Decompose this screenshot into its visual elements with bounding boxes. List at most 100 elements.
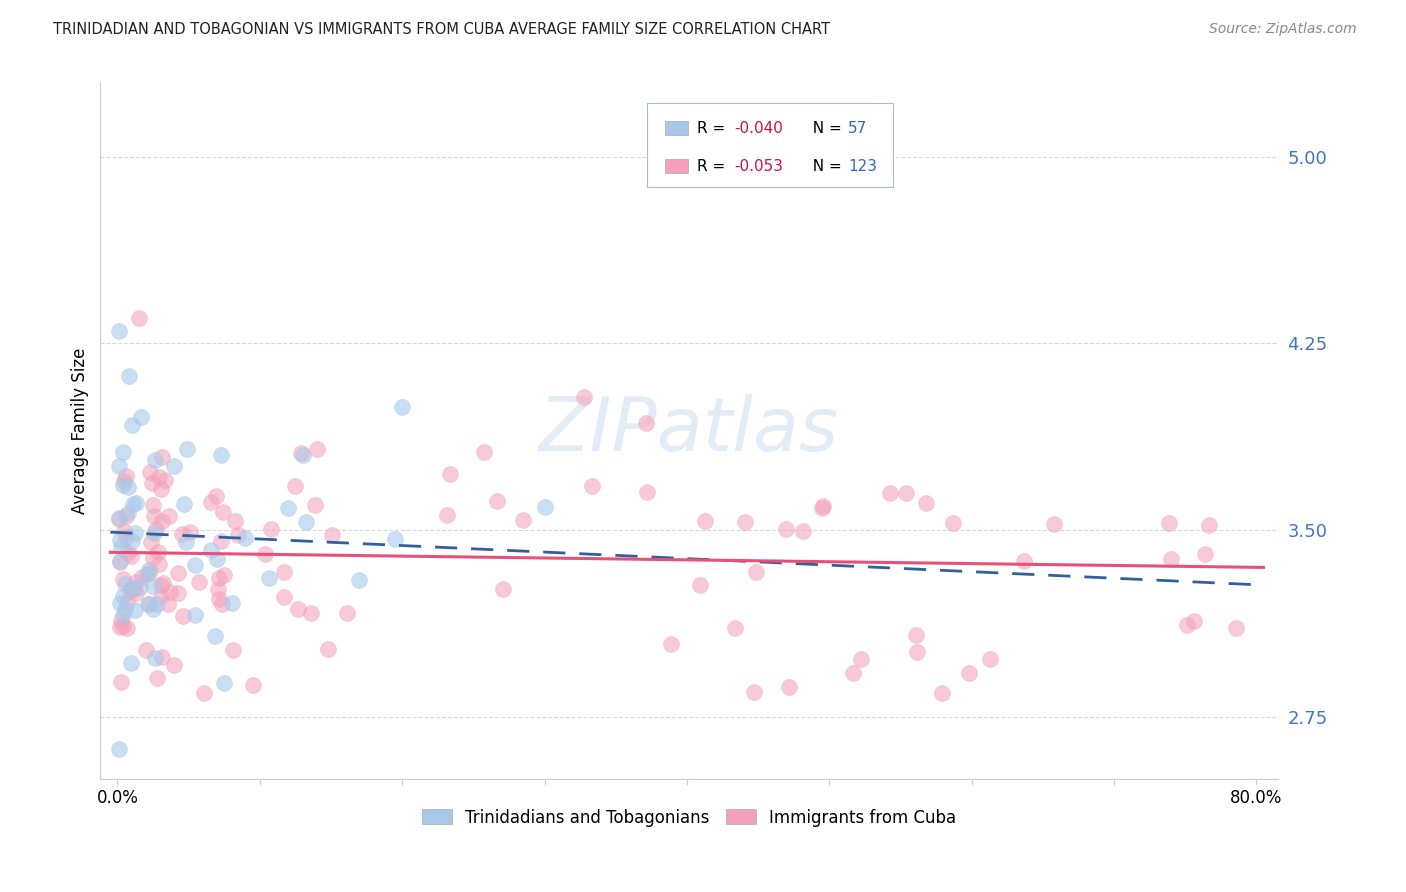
Point: [108, 533, 131, 547]
Point: [153, 473, 176, 487]
Point: [1157, 516, 1180, 530]
Point: [1043, 517, 1066, 532]
Point: [486, 493, 509, 508]
Point: [842, 665, 865, 680]
Point: [287, 601, 309, 615]
Text: N =: N =: [803, 159, 846, 174]
Point: [110, 675, 132, 690]
Point: [145, 522, 167, 536]
Point: [290, 446, 312, 460]
Point: [384, 532, 406, 546]
Point: [117, 480, 139, 494]
Point: [108, 596, 131, 610]
Point: [273, 590, 295, 604]
Y-axis label: Average Family Size: Average Family Size: [72, 347, 89, 514]
Point: [117, 595, 139, 609]
Point: [436, 508, 458, 522]
Point: [150, 649, 173, 664]
Point: [111, 572, 134, 586]
Point: [121, 533, 143, 548]
Point: [792, 524, 814, 538]
Point: [143, 508, 166, 523]
Point: [157, 509, 180, 524]
Point: [931, 686, 953, 700]
Point: [636, 417, 658, 431]
Point: [813, 499, 835, 513]
Point: [117, 546, 139, 560]
Point: [209, 533, 232, 548]
Point: [114, 577, 136, 591]
Point: [636, 485, 658, 500]
Point: [184, 607, 207, 622]
Point: [167, 585, 190, 599]
Point: [316, 642, 339, 657]
Point: [253, 547, 276, 561]
Point: [108, 512, 131, 526]
Point: [121, 581, 143, 595]
Point: [1160, 552, 1182, 566]
Point: [879, 485, 901, 500]
Point: [957, 665, 980, 680]
Point: [114, 602, 136, 616]
Text: TRINIDADIAN AND TOBAGONIAN VS IMMIGRANTS FROM CUBA AVERAGE FAMILY SIZE CORRELATI: TRINIDADIAN AND TOBAGONIAN VS IMMIGRANTS…: [53, 22, 831, 37]
Point: [176, 442, 198, 456]
Point: [224, 514, 246, 528]
Point: [775, 522, 797, 536]
Point: [742, 684, 765, 698]
Point: [120, 656, 142, 670]
Point: [1184, 614, 1206, 628]
Point: [170, 527, 193, 541]
Point: [734, 515, 756, 529]
Point: [284, 479, 307, 493]
Point: [695, 514, 717, 528]
Point: [150, 514, 173, 528]
Point: [150, 450, 173, 464]
Point: [111, 445, 134, 459]
Point: [299, 606, 322, 620]
Point: [894, 485, 917, 500]
Point: [138, 566, 160, 580]
Point: [142, 602, 165, 616]
Point: [135, 567, 157, 582]
Point: [172, 609, 194, 624]
Point: [138, 563, 160, 577]
Point: [124, 526, 146, 541]
Point: [135, 642, 157, 657]
Point: [142, 499, 165, 513]
Point: [131, 570, 153, 584]
Point: [257, 571, 280, 585]
Point: [226, 528, 249, 542]
Point: [167, 566, 190, 580]
Point: [121, 417, 143, 432]
Point: [149, 483, 172, 497]
Point: [979, 652, 1001, 666]
Point: [581, 479, 603, 493]
Point: [321, 528, 343, 542]
Point: [108, 620, 131, 634]
Point: [163, 657, 186, 672]
Point: [142, 550, 165, 565]
Point: [305, 442, 328, 457]
Point: [291, 448, 314, 462]
Point: [143, 651, 166, 665]
Point: [150, 578, 173, 592]
Point: [905, 627, 928, 641]
Point: [138, 597, 160, 611]
Point: [1198, 518, 1220, 533]
Point: [117, 506, 139, 520]
Point: [277, 500, 299, 515]
Point: [188, 575, 211, 590]
Point: [221, 596, 243, 610]
Point: [146, 671, 169, 685]
Point: [128, 311, 150, 326]
Text: ZIPatlas: ZIPatlas: [538, 394, 839, 467]
Point: [212, 505, 235, 519]
Point: [108, 511, 131, 525]
Point: [174, 534, 197, 549]
Point: [193, 686, 215, 700]
Point: [108, 324, 131, 338]
Point: [200, 542, 222, 557]
Point: [115, 621, 138, 635]
Point: [173, 497, 195, 511]
Point: [138, 598, 160, 612]
